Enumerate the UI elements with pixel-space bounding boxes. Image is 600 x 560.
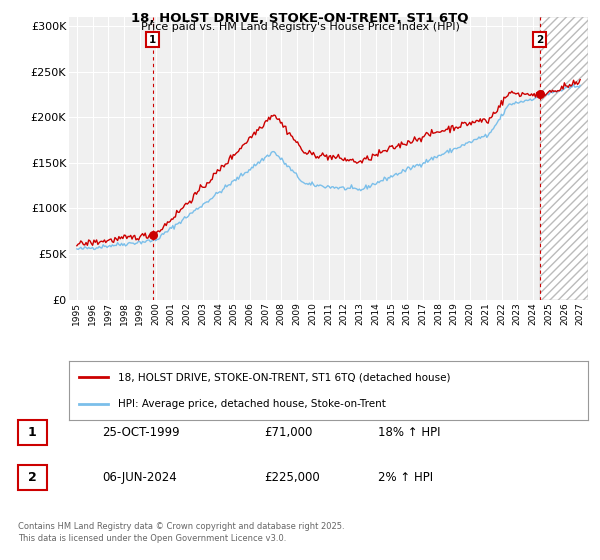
Text: £71,000: £71,000	[264, 426, 313, 439]
Text: £225,000: £225,000	[264, 471, 320, 484]
FancyBboxPatch shape	[18, 420, 47, 445]
Bar	[540, 17, 588, 300]
Text: 1: 1	[149, 35, 156, 45]
Text: HPI: Average price, detached house, Stoke-on-Trent: HPI: Average price, detached house, Stok…	[118, 399, 386, 409]
Text: 2% ↑ HPI: 2% ↑ HPI	[378, 471, 433, 484]
Text: 18, HOLST DRIVE, STOKE-ON-TRENT, ST1 6TQ: 18, HOLST DRIVE, STOKE-ON-TRENT, ST1 6TQ	[131, 12, 469, 25]
Text: 2: 2	[536, 35, 544, 45]
Text: 25-OCT-1999: 25-OCT-1999	[102, 426, 179, 439]
Text: 18, HOLST DRIVE, STOKE-ON-TRENT, ST1 6TQ (detached house): 18, HOLST DRIVE, STOKE-ON-TRENT, ST1 6TQ…	[118, 372, 451, 382]
Text: 2: 2	[28, 471, 37, 484]
Point	[148, 230, 157, 239]
Text: 1: 1	[28, 426, 37, 439]
Text: 18% ↑ HPI: 18% ↑ HPI	[378, 426, 440, 439]
FancyBboxPatch shape	[18, 465, 47, 490]
Text: 06-JUN-2024: 06-JUN-2024	[102, 471, 177, 484]
Text: Price paid vs. HM Land Registry's House Price Index (HPI): Price paid vs. HM Land Registry's House …	[140, 22, 460, 32]
Text: Contains HM Land Registry data © Crown copyright and database right 2025.
This d: Contains HM Land Registry data © Crown c…	[18, 522, 344, 543]
Point	[535, 90, 545, 99]
